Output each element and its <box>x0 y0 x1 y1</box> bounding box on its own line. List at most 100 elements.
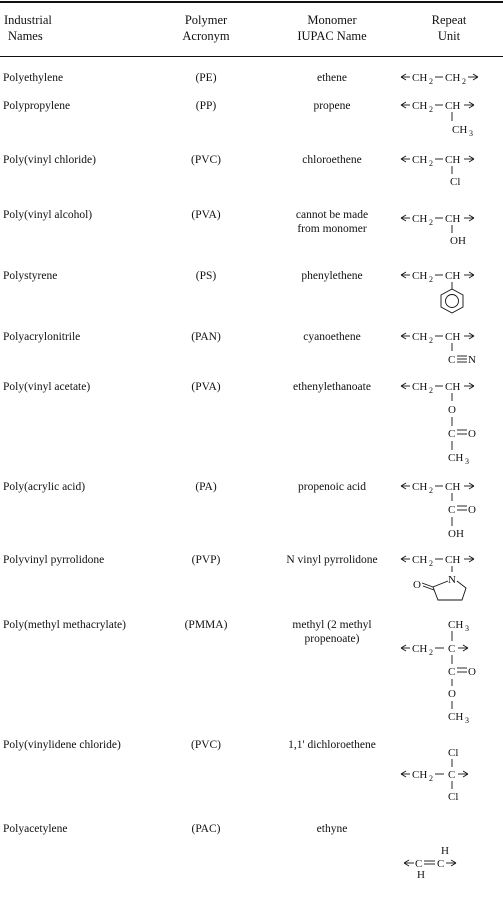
row-iupac: methyl (2 methyl propenoate) <box>272 618 392 646</box>
svg-text:CH: CH <box>445 554 460 566</box>
svg-text:O: O <box>468 504 476 516</box>
svg-text:CH: CH <box>445 481 460 493</box>
svg-text:O: O <box>413 579 421 591</box>
row-acronym: (PVA) <box>191 209 221 221</box>
row-iupac: chloroethene <box>272 153 392 167</box>
repeat-unit-pva-alcohol: CH 2 CH OH <box>400 213 475 247</box>
row-acronym: (PVC) <box>190 739 222 751</box>
svg-text:C: C <box>437 858 444 870</box>
iupac-line: chloroethene <box>302 154 362 166</box>
row-iupac: ethene <box>272 71 392 85</box>
svg-text:Cl: Cl <box>450 176 460 188</box>
repeat-unit-pvdc: Cl CH 2 C Cl <box>400 747 469 803</box>
repeat-unit-pvc: CH 2 CH Cl <box>400 154 475 188</box>
svg-text:H: H <box>417 869 425 881</box>
iupac-line: propenoic acid <box>297 481 366 493</box>
svg-text:CH: CH <box>412 72 427 84</box>
svg-text:C: C <box>448 643 455 655</box>
svg-text:CH: CH <box>445 72 460 84</box>
row-name: Polyvinyl pyrrolidone <box>3 554 105 566</box>
svg-text:C: C <box>448 666 455 678</box>
row-iupac: cyanoethene <box>272 330 392 344</box>
row-name: Poly(vinyl alcohol) <box>3 209 93 221</box>
row-name: Poly(methyl methacrylate) <box>3 619 126 631</box>
table-header-rule <box>0 56 503 57</box>
row-acronym: (PVA) <box>191 381 221 393</box>
row-iupac: propenoic acid <box>272 480 392 494</box>
svg-text:CH: CH <box>412 100 427 112</box>
svg-text:OH: OH <box>448 528 464 540</box>
iupac-line: N vinyl pyrrolidone <box>286 554 378 566</box>
row-name: Polyethylene <box>3 72 64 84</box>
svg-text:OH: OH <box>450 235 466 247</box>
row-acronym: (PE) <box>195 72 217 84</box>
svg-text:CH: CH <box>412 331 427 343</box>
svg-text:CH: CH <box>445 381 460 393</box>
row-name: Poly(vinylidene chloride) <box>3 739 121 751</box>
repeat-unit-polyacrylonitrile: CH 2 CH C N <box>400 331 476 366</box>
header-text: Repeat <box>431 13 467 27</box>
svg-text:Cl: Cl <box>448 791 458 803</box>
row-acronym: (PAN) <box>191 331 221 343</box>
svg-text:2: 2 <box>429 218 433 227</box>
row-acronym: (PMMA) <box>184 619 228 631</box>
repeat-unit-pmma: CH 3 CH 2 C C O O CH 3 <box>400 619 476 725</box>
iupac-line: methyl (2 methyl <box>292 619 372 631</box>
svg-text:O: O <box>448 688 456 700</box>
svg-text:CH: CH <box>412 213 427 225</box>
header-text: Acronym <box>182 29 230 43</box>
iupac-line: propenoate) <box>304 633 360 645</box>
svg-text:3: 3 <box>469 129 473 138</box>
svg-text:2: 2 <box>429 105 433 114</box>
iupac-line: phenylethene <box>301 270 363 282</box>
svg-text:CH: CH <box>412 270 427 282</box>
row-iupac: ethenylethanoate <box>272 380 392 394</box>
svg-text:O: O <box>468 666 476 678</box>
svg-text:CH: CH <box>445 331 460 343</box>
svg-text:CH: CH <box>412 769 427 781</box>
svg-text:C: C <box>448 428 455 440</box>
svg-text:2: 2 <box>429 275 433 284</box>
svg-text:3: 3 <box>465 716 469 725</box>
row-iupac: ethyne <box>272 822 392 836</box>
svg-text:CH: CH <box>445 154 460 166</box>
header-monomer-iupac: Monomer IUPAC Name <box>272 12 392 44</box>
svg-text:2: 2 <box>429 774 433 783</box>
svg-text:2: 2 <box>429 648 433 657</box>
repeat-unit-polyacrylic-acid: CH 2 CH C O OH <box>400 481 476 540</box>
svg-text:CH: CH <box>412 643 427 655</box>
repeat-unit-polypropylene: CH 2 CH CH 3 <box>400 100 475 138</box>
row-iupac: N vinyl pyrrolidone <box>272 553 392 567</box>
svg-text:CH: CH <box>412 481 427 493</box>
svg-text:C: C <box>448 769 455 781</box>
svg-text:N: N <box>468 354 476 366</box>
svg-text:2: 2 <box>429 77 433 86</box>
row-name: Polypropylene <box>3 100 71 112</box>
repeat-unit-polyacetylene: H C C H <box>403 845 457 881</box>
svg-text:2: 2 <box>429 486 433 495</box>
svg-text:CH: CH <box>412 554 427 566</box>
svg-text:C: C <box>448 504 455 516</box>
iupac-line: propene <box>313 100 351 112</box>
iupac-line: cannot be made <box>295 209 369 221</box>
row-acronym: (PVC) <box>190 154 222 166</box>
iupac-line: ethenylethanoate <box>293 381 371 393</box>
repeat-unit-polystyrene: CH 2 CH <box>400 270 475 314</box>
svg-text:CH: CH <box>448 711 463 723</box>
row-acronym: (PP) <box>195 100 217 112</box>
repeat-unit-polyethylene: CH 2 CH 2 <box>400 72 479 86</box>
iupac-line: 1,1' dichloroethene <box>288 739 376 751</box>
svg-text:CH: CH <box>412 154 427 166</box>
svg-text:3: 3 <box>465 624 469 633</box>
row-name: Poly(acrylic acid) <box>3 481 86 493</box>
row-iupac: propene <box>272 99 392 113</box>
header-text: Polymer <box>184 13 228 27</box>
header-text: Unit <box>437 29 461 43</box>
svg-text:2: 2 <box>462 77 466 86</box>
row-name: Polystyrene <box>3 270 58 282</box>
row-name: Poly(vinyl acetate) <box>3 381 91 393</box>
svg-text:2: 2 <box>429 336 433 345</box>
table-top-rule <box>0 1 503 3</box>
row-iupac: phenylethene <box>272 269 392 283</box>
iupac-line: cyanoethene <box>303 331 361 343</box>
